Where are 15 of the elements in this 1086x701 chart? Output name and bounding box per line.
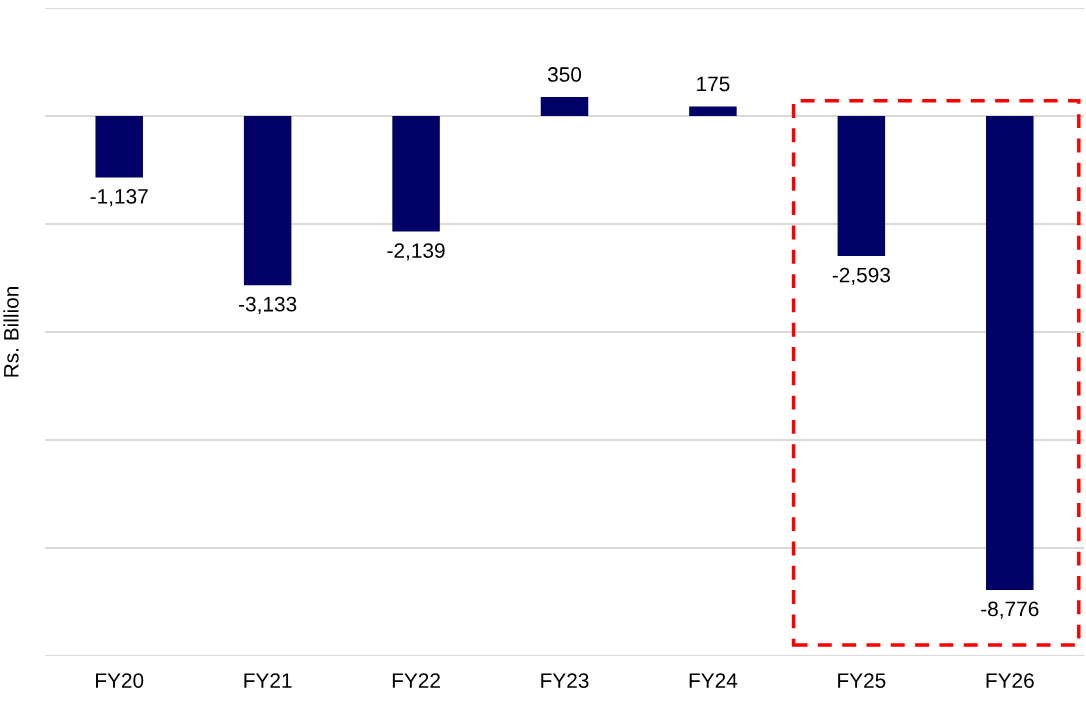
data-label: -1,137 (90, 189, 148, 207)
x-tick-label: FY26 (986, 673, 1034, 688)
data-label: -2,139 (387, 243, 445, 261)
x-tick-label: FY23 (541, 673, 589, 688)
x-tick-label: FY25 (838, 673, 886, 688)
data-label: 350 (547, 67, 582, 82)
data-label: -3,133 (239, 296, 297, 315)
x-tick-label: FY24 (689, 673, 738, 688)
x-tick-label: FY21 (244, 673, 292, 688)
x-tick-label: FY22 (392, 673, 440, 688)
y-axis-title: Rs. Billion (3, 287, 19, 377)
data-label: -8,776 (981, 601, 1039, 619)
data-label: -2,593 (832, 267, 890, 285)
data-label: 175 (697, 76, 730, 92)
x-tick-label: FY20 (96, 673, 144, 688)
